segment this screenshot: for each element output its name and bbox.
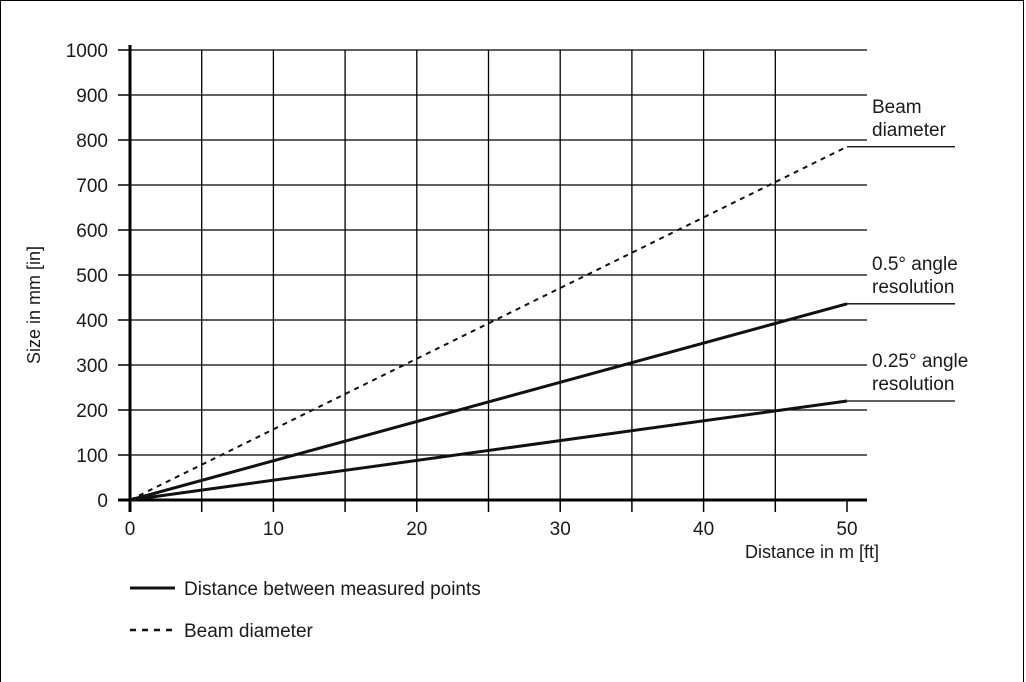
- series-line-beam: [129, 145, 848, 501]
- annotation-label-beam: Beam: [872, 97, 922, 118]
- x-tick-label: 10: [263, 519, 284, 540]
- x-axis-title: Distance in m [ft]: [745, 542, 879, 562]
- legend-label: Beam diameter: [184, 621, 314, 642]
- y-axis-title: Size in mm [in]: [24, 246, 44, 364]
- y-tick-label: 200: [76, 401, 108, 422]
- annotation-label-res025: 0.25° angle: [872, 351, 968, 372]
- y-tick-label: 0: [97, 491, 108, 512]
- series-line-res025: [129, 399, 848, 502]
- legend-label: Distance between measured points: [184, 579, 481, 600]
- y-tick-label: 1000: [66, 41, 108, 62]
- y-tick-label: 400: [76, 311, 108, 332]
- y-tick-label: 100: [76, 446, 108, 467]
- annotation-label-res05: resolution: [872, 277, 954, 298]
- x-tick-label: 20: [406, 519, 427, 540]
- x-tick-label: 30: [550, 519, 571, 540]
- x-tick-label: 40: [693, 519, 714, 540]
- y-tick-label: 700: [76, 176, 108, 197]
- y-tick-label: 500: [76, 266, 108, 287]
- annotation-label-res025: resolution: [872, 374, 954, 395]
- annotation-label-beam: diameter: [872, 120, 947, 141]
- annotation-label-res05: 0.5° angle: [872, 254, 958, 275]
- y-tick-label: 600: [76, 221, 108, 242]
- x-tick-label: 50: [836, 519, 857, 540]
- series-line-res05: [129, 302, 848, 502]
- y-tick-label: 800: [76, 131, 108, 152]
- y-tick-label: 300: [76, 356, 108, 377]
- x-tick-label: 0: [125, 519, 136, 540]
- y-tick-label: 900: [76, 86, 108, 107]
